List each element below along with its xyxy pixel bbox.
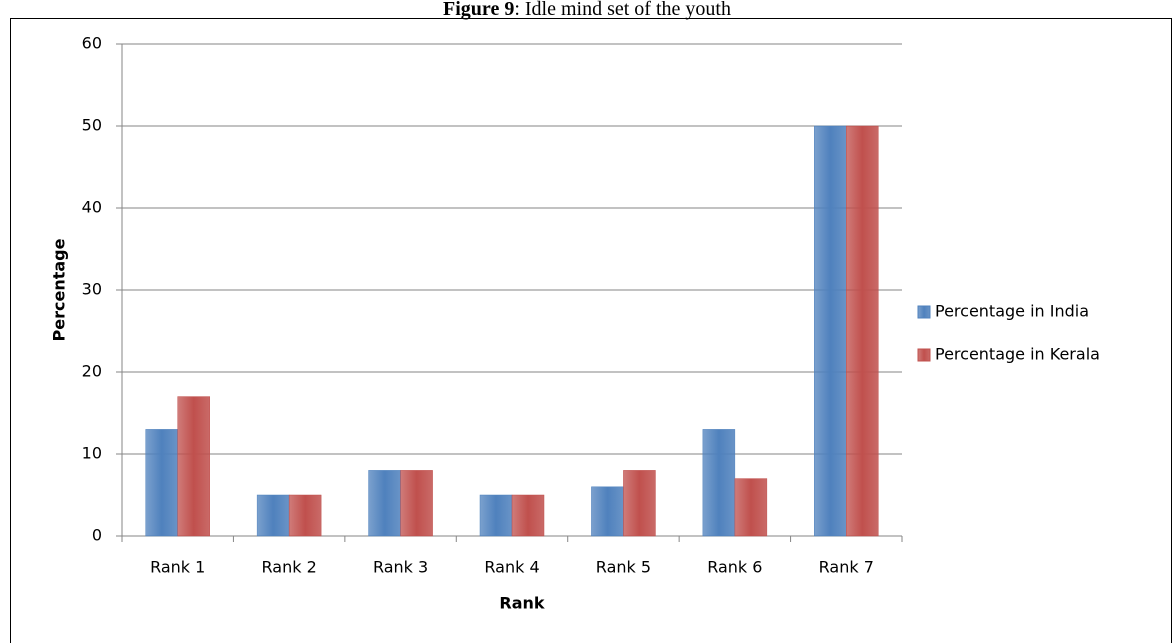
y-tick-label: 40 [82, 198, 102, 217]
bar [288, 494, 322, 537]
bar [591, 486, 624, 537]
x-tick-label: Rank 6 [707, 558, 762, 577]
x-tick-label: Rank 1 [150, 558, 205, 577]
legend-swatch [917, 348, 931, 362]
bar [145, 429, 178, 537]
y-tick-label: 50 [82, 116, 102, 135]
bar [400, 470, 433, 537]
y-tick-label: 20 [82, 362, 102, 381]
legend-swatch [917, 305, 931, 319]
x-axis-label: Rank [499, 594, 545, 613]
legend-label: Percentage in India [935, 302, 1089, 321]
bar [846, 125, 879, 537]
x-tick-label: Rank 5 [596, 558, 651, 577]
bar [702, 429, 736, 537]
x-tick-label: Rank 2 [262, 558, 317, 577]
y-tick-label: 0 [92, 526, 102, 545]
bar [479, 494, 513, 537]
bar [814, 125, 847, 537]
bar [177, 396, 210, 537]
legend-label: Percentage in Kerala [935, 345, 1100, 364]
title-text: : Idle mind set of the youth [514, 0, 731, 20]
bar [511, 494, 545, 537]
y-tick-label: 10 [82, 444, 102, 463]
y-tick-label: 60 [82, 34, 102, 53]
bar [256, 494, 290, 537]
x-tick-label: Rank 3 [373, 558, 428, 577]
bar [623, 470, 656, 537]
bar [368, 470, 401, 537]
chart-title: Figure 9: Idle mind set of the youth [443, 0, 731, 20]
chart-border [10, 18, 1172, 643]
x-tick-label: Rank 7 [819, 558, 874, 577]
y-tick-label: 30 [82, 280, 102, 299]
y-axis-label: Percentage [50, 238, 69, 341]
bar [734, 478, 768, 537]
x-tick-label: Rank 4 [484, 558, 539, 577]
figure-label: Figure 9 [443, 0, 514, 20]
